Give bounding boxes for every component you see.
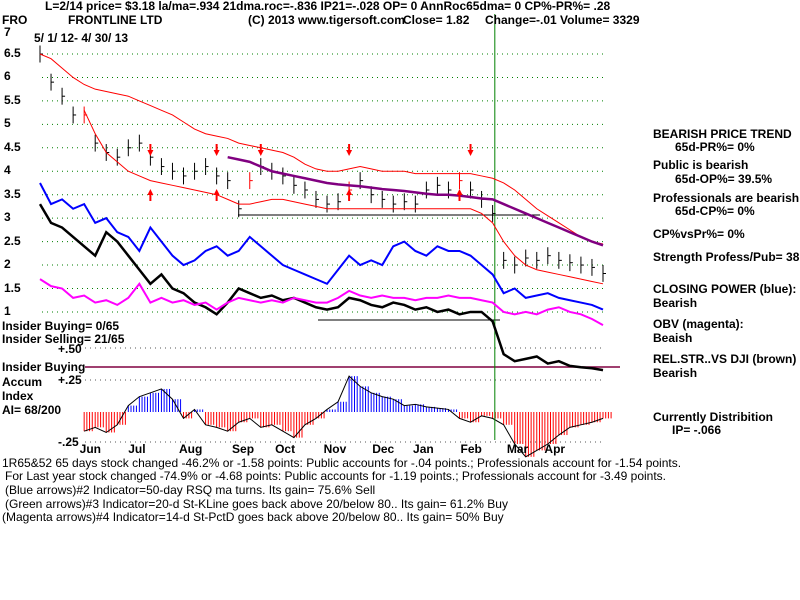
public-label: Public is bearish [653,158,749,172]
ai-tick-minus25: -.25 [58,435,79,449]
strength-value: Strength Profess/Pub= 38 [653,250,800,264]
buy-arrow-icon [456,189,463,195]
cp-value: 65d-CP%= 0% [675,204,755,218]
closing-power-value: Bearish [653,296,698,310]
y-tick-label: 2 [4,257,11,272]
y-tick-label: 5 [4,116,11,131]
y-tick-label: 1 [4,303,11,318]
accum-label: Accum [2,375,43,389]
y-tick-label: 1.5 [4,280,21,295]
ip-value: IP= -.066 [672,423,722,437]
series-rel-str-vs-dji [38,203,604,372]
pros-label: Professionals are bearish [653,191,800,205]
footer-magenta-arrows: (Magenta arrows)#4 Indicator=14-d St-Pct… [2,510,504,524]
sell-arrow-icon [147,150,154,156]
obv-value: Beaish [653,331,693,345]
relstr-label: REL.STR..VS DJI (brown) [653,352,797,366]
footer-65day: 1R65&52 65 days stock changed -46.2% or … [2,456,682,470]
y-tick-label: 3.5 [4,186,21,201]
x-tick-label: Jan [413,442,434,456]
x-tick-label: Mar [506,442,529,456]
x-tick-label: Sep [232,442,255,456]
accum-outline [83,375,604,458]
copyright: (C) 2013 www.tigersoft.com [248,13,405,27]
buy-arrow-icon [346,189,353,195]
symbol: FRO [2,13,28,27]
y-tick-label: 2.5 [4,233,21,248]
footer-green-arrows: (Green arrows)#3 Indicator=20-d St-KLine… [5,497,508,511]
insider-buying-label: Insider Buying [2,360,86,374]
ai-value: AI= 68/200 [2,403,62,417]
header-stats: L=2/14 price= $3.18 la/ma=.934 21dma.roc… [45,0,611,13]
distribution-label: Currently Distribition [653,410,774,424]
change-value: Change=-.01 [485,13,557,27]
sell-arrow-icon [346,150,353,156]
op-value: 65d-OP%= 39.5% [675,172,773,186]
x-tick-label: Jun [79,442,102,456]
x-tick-label: Oct [275,442,296,456]
series-closing-power [39,182,604,311]
series-obv [39,278,604,326]
series-lower-band [83,110,604,285]
x-tick-label: Apr [544,442,566,456]
date-range: 5/ 1/ 12- 4/ 30/ 13 [34,31,129,45]
sell-arrow-icon [213,150,220,156]
close-value: Close= 1.82 [403,13,470,27]
relstr-value: Bearish [653,366,698,380]
insider-buying: Insider Buying= 0/65 [2,319,120,333]
buy-arrow-icon [213,189,220,195]
x-tick-label: Dec [372,442,395,456]
x-tick-label: Jul [128,442,146,456]
ai-tick-plus50: +.50 [58,342,82,356]
y-tick-label: 4 [4,163,11,178]
y-tick-label: 7 [4,25,11,39]
trend-label: BEARISH PRICE TREND [653,127,792,141]
closing-power-label: CLOSING POWER (blue): [653,282,797,296]
ai-tick-plus25: +.25 [58,373,82,387]
series-65-dma [227,155,604,247]
x-tick-label: Nov [323,442,347,456]
company-name: FRONTLINE LTD [68,13,163,27]
insider-selling: Insider Selling= 21/65 [2,332,125,346]
sell-arrow-icon [257,150,264,156]
x-tick-label: Aug [179,442,203,456]
y-tick-label: 4.5 [4,139,21,154]
buy-arrow-icon [147,189,154,195]
y-tick-label: 6.5 [4,46,21,60]
x-tick-label: Feb [460,442,482,456]
footer-year: For Last year stock changed -74.9% or -4… [5,469,667,483]
y-tick-label: 3 [4,210,11,225]
y-tick-label: 5.5 [4,92,21,107]
volume-value: Volume= 3329 [560,13,640,27]
series-upper-band [39,53,604,245]
y-tick-label: 6 [4,69,11,84]
obv-label: OBV (magenta): [653,317,744,331]
footer-blue-arrows: (Blue arrows)#2 Indicator=50-day RSQ ma … [5,483,376,497]
pr-value: 65d-PR%= 0% [675,140,755,154]
cpvspr-value: CP%vsPr%= 0% [653,227,745,241]
sell-arrow-icon [467,150,474,156]
index-label: Index [2,389,34,403]
